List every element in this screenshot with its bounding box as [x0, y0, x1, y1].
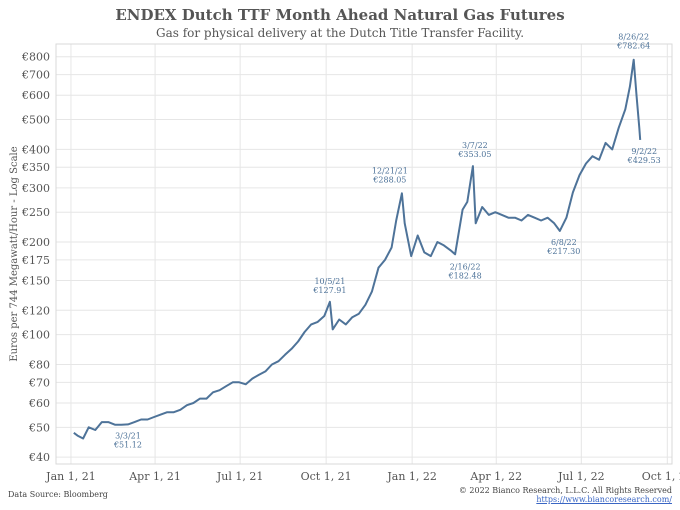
x-tick-label: Apr 1, 22 — [469, 470, 522, 483]
annotation-value: €782.64 — [616, 42, 650, 51]
x-tick-label: Oct 1, 21 — [301, 470, 352, 483]
y-tick-label: €70 — [28, 376, 50, 389]
y-tick-label: €200 — [21, 236, 50, 249]
data-source: Data Source: Bloomberg — [8, 490, 108, 499]
y-tick-label: €350 — [21, 161, 50, 174]
x-axis-ticks: Jan 1, 21 Apr 1, 21 Jul 1, 21 Oct 1, 21 Jan … — [45, 470, 680, 483]
annotation-value: €51.12 — [113, 440, 142, 449]
annotation-date: 12/21/21 — [372, 166, 408, 175]
y-tick-label: €150 — [21, 274, 50, 287]
annotation-value: €127.91 — [312, 286, 346, 295]
annotation-date: 9/2/22 — [631, 147, 657, 156]
y-tick-label: €175 — [21, 254, 50, 267]
y-tick-label: €700 — [21, 69, 50, 82]
y-axis-label: Euros per 744 Megawatt/Hour - Log Scale — [9, 146, 20, 361]
price-series-line — [73, 58, 642, 440]
annotation-date: 8/26/22 — [618, 33, 649, 42]
y-tick-label: €300 — [21, 182, 50, 195]
y-tick-label: €40 — [28, 451, 50, 464]
annotation-value: €288.05 — [372, 175, 406, 184]
x-tick-label: Jul 1, 21 — [216, 470, 264, 483]
y-tick-label: €600 — [21, 89, 50, 102]
chart-title: ENDEX Dutch TTF Month Ahead Natural Gas … — [115, 6, 565, 24]
annotation-date: 3/3/21 — [115, 431, 141, 440]
copyright-text: © 2022 Bianco Research, L.L.C. All Right… — [458, 486, 672, 495]
y-tick-label: €100 — [21, 329, 50, 342]
x-tick-label: Jan 1, 22 — [386, 470, 437, 483]
annotations: 3/3/21€51.12 10/5/21€127.91 12/21/21€288.0… — [113, 33, 661, 450]
annotation-date: 10/5/21 — [314, 277, 345, 286]
y-tick-label: €50 — [28, 421, 50, 434]
annotation-date: 2/16/22 — [450, 262, 481, 271]
y-tick-label: €800 — [21, 51, 50, 64]
grid-lines — [56, 44, 672, 464]
x-tick-label: Jan 1, 21 — [45, 470, 96, 483]
y-tick-label: €400 — [21, 143, 50, 156]
annotation-value: €353.05 — [457, 150, 491, 159]
website-link[interactable]: https://www.biancoresearch.com/ — [536, 495, 672, 504]
plot-frame — [55, 43, 673, 465]
x-tick-label: Jul 1, 22 — [557, 470, 605, 483]
y-tick-label: €250 — [21, 206, 50, 219]
y-tick-label: €500 — [21, 114, 50, 127]
y-axis-ticks: €40 €50 €60 €70 €80 €100 €120 €150 €175 €200 €250 €… — [21, 51, 50, 464]
y-tick-label: €120 — [21, 304, 50, 317]
y-tick-label: €80 — [28, 358, 50, 371]
y-tick-label: €60 — [28, 397, 50, 410]
annotation-date: 6/8/22 — [551, 238, 577, 247]
annotation-value: €217.30 — [546, 247, 580, 256]
annotation-value: €429.53 — [627, 156, 661, 165]
chart-subtitle: Gas for physical delivery at the Dutch T… — [155, 26, 525, 40]
annotation-value: €182.48 — [448, 271, 482, 280]
x-tick-label: Oct 1, 22 — [642, 470, 680, 483]
x-tick-label: Apr 1, 21 — [128, 470, 181, 483]
copyright-notice: © 2022 Bianco Research, L.L.C. All Right… — [459, 486, 672, 504]
annotation-date: 3/7/22 — [462, 141, 488, 150]
